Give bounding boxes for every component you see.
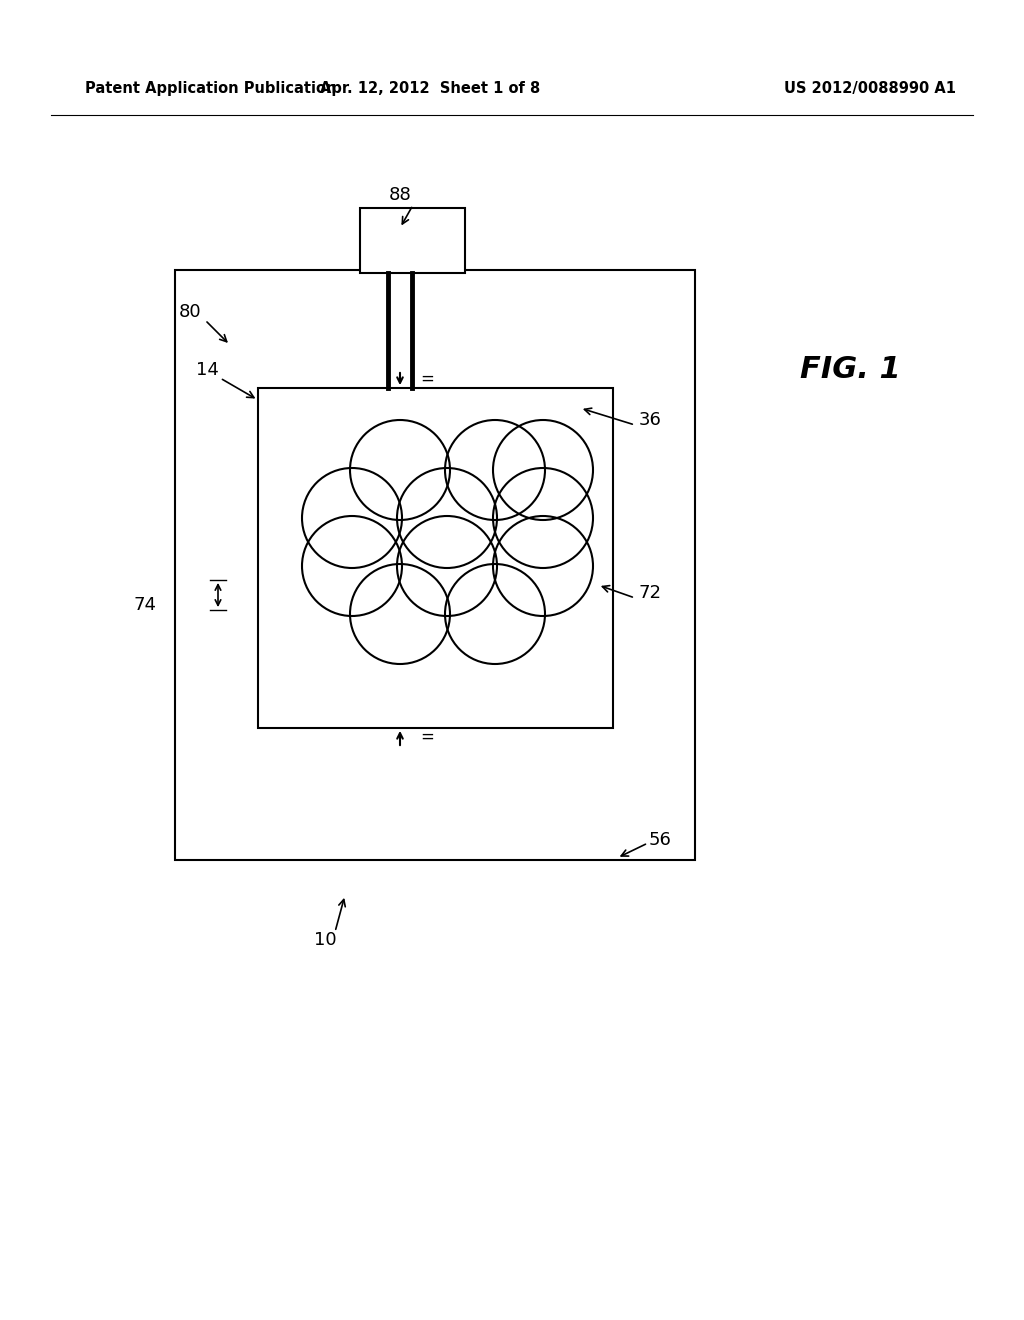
Text: 56: 56 — [648, 832, 672, 849]
Text: 88: 88 — [389, 186, 412, 205]
Text: =: = — [420, 729, 434, 746]
Text: =: = — [420, 370, 434, 388]
Text: 74: 74 — [133, 597, 157, 614]
Text: Apr. 12, 2012  Sheet 1 of 8: Apr. 12, 2012 Sheet 1 of 8 — [319, 81, 540, 95]
Text: 72: 72 — [639, 583, 662, 602]
Text: 14: 14 — [196, 360, 218, 379]
Text: Patent Application Publication: Patent Application Publication — [85, 81, 337, 95]
Bar — [175, 271, 695, 861]
Text: 36: 36 — [639, 411, 662, 429]
Bar — [360, 209, 465, 273]
Text: US 2012/0088990 A1: US 2012/0088990 A1 — [784, 81, 956, 95]
Text: 80: 80 — [178, 304, 202, 321]
Text: 10: 10 — [313, 931, 336, 949]
Text: FIG. 1: FIG. 1 — [800, 355, 900, 384]
Bar — [258, 388, 613, 729]
